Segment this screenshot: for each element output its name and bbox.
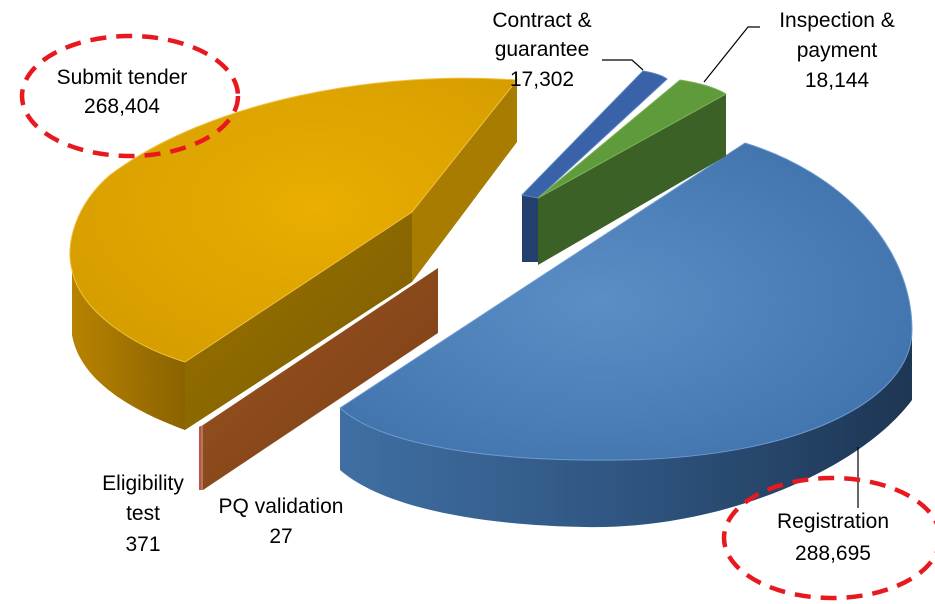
data-label-contract-value: 17,302 bbox=[510, 68, 574, 91]
slice-registration-side bbox=[340, 330, 912, 528]
slice-inspection-payment bbox=[537, 79, 728, 265]
leader-line-inspection bbox=[703, 26, 760, 83]
data-label-submit-tender: Submit tender 268,404 bbox=[57, 66, 188, 118]
data-label-submit-value: 268,404 bbox=[84, 95, 160, 118]
slice-pq-validation bbox=[199, 426, 201, 490]
slice-contract-top bbox=[520, 70, 668, 199]
data-label-inspection-line2: payment bbox=[797, 39, 878, 62]
data-label-inspection-value: 18,144 bbox=[805, 69, 870, 92]
data-label-contract: Contract & guarantee 17,302 bbox=[492, 9, 591, 91]
data-label-contract-line2: guarantee bbox=[495, 38, 590, 61]
slice-eligibility-face bbox=[203, 268, 438, 490]
data-label-registration-line1: Registration bbox=[777, 510, 889, 533]
highlight-ellipse-submit-tender bbox=[19, 33, 241, 159]
slice-inspection-side bbox=[538, 94, 726, 265]
data-label-contract-line1: Contract & bbox=[492, 9, 591, 32]
data-label-submit-line1: Submit tender bbox=[57, 66, 188, 89]
slice-registration bbox=[339, 142, 913, 528]
slice-inspection-top bbox=[537, 79, 728, 199]
data-label-eligibility-value: 371 bbox=[125, 533, 160, 556]
data-label-inspection-line1: Inspection & bbox=[779, 9, 895, 32]
highlight-ellipse-registration bbox=[721, 475, 935, 601]
data-label-eligibility-line1: Eligibility bbox=[102, 472, 184, 495]
leader-line-contract bbox=[602, 59, 644, 71]
data-label-eligibility-line2: test bbox=[126, 502, 160, 525]
data-label-registration-value: 288,695 bbox=[795, 542, 871, 565]
data-label-pq-validation: PQ validation 27 bbox=[219, 495, 344, 548]
data-label-inspection: Inspection & payment 18,144 bbox=[779, 9, 895, 92]
data-label-registration: Registration 288,695 bbox=[777, 510, 889, 565]
slice-registration-top bbox=[339, 142, 913, 461]
data-label-eligibility: Eligibility test 371 bbox=[102, 472, 184, 556]
slice-contract-guarantee bbox=[520, 70, 668, 262]
data-label-pq-line1: PQ validation bbox=[219, 495, 344, 518]
slice-submit-cut-2 bbox=[412, 80, 517, 282]
slice-submit-side bbox=[72, 270, 185, 430]
data-label-pq-value: 27 bbox=[269, 525, 292, 548]
slice-submit-cut bbox=[185, 212, 412, 430]
slice-contract-side bbox=[522, 195, 538, 262]
